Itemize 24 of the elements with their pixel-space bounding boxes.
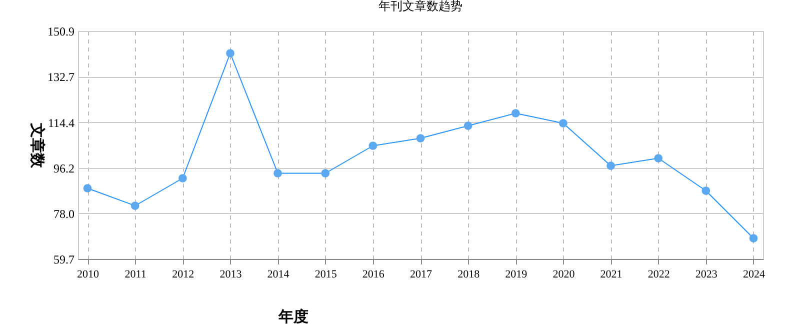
x-tick-label: 2013 xyxy=(220,268,242,280)
y-tick-label: 114.4 xyxy=(48,116,74,130)
chart-title: 年刊文章数趋势 xyxy=(378,0,462,13)
x-tick-label: 2012 xyxy=(172,268,194,280)
x-tick-label: 2014 xyxy=(267,268,290,280)
y-tick-label: 96.2 xyxy=(54,161,74,176)
x-tick-label: 2015 xyxy=(314,268,338,280)
x-tick-label: 2022 xyxy=(648,268,670,280)
y-axis-title: 文章数 xyxy=(28,122,46,169)
x-tick-label: 2021 xyxy=(600,268,622,280)
y-tick-label: 78.0 xyxy=(54,206,74,221)
x-tick-label: 2019 xyxy=(505,268,528,280)
x-tick-label: 2011 xyxy=(124,268,146,280)
x-tick-label: 2017 xyxy=(410,268,432,280)
x-tick-label: 2023 xyxy=(695,268,718,280)
y-tick-label: 150.9 xyxy=(48,24,74,38)
x-tick-label: 2024 xyxy=(742,268,766,280)
x-tick-label: 2018 xyxy=(458,268,480,280)
x-axis-title: 年度 xyxy=(278,308,308,326)
y-tick-label: 132.7 xyxy=(48,70,74,84)
x-tick-label: 2016 xyxy=(362,268,385,280)
x-tick-label: 2010 xyxy=(77,268,100,280)
x-tick-label: 2020 xyxy=(552,268,576,280)
y-tick-label: 59.7 xyxy=(54,252,74,266)
